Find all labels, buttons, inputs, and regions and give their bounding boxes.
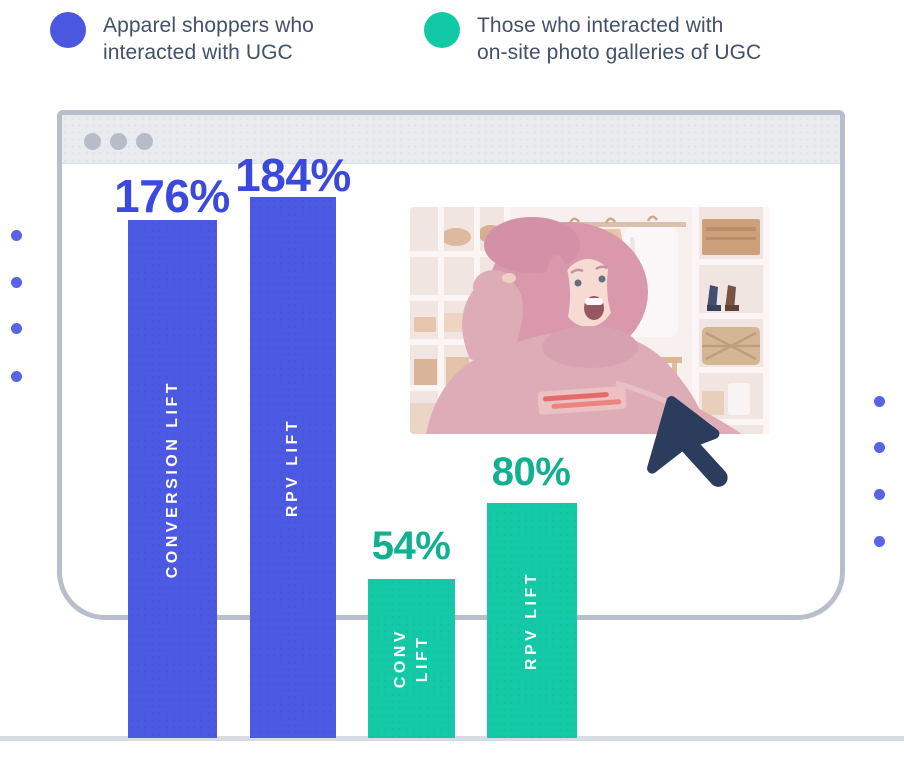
accent-dot-icon xyxy=(11,323,22,334)
accent-dot-icon xyxy=(874,536,885,547)
bar-conv-lift-teal: CONV LIFT xyxy=(368,579,455,738)
closet-shelves-right xyxy=(692,207,770,434)
legend-item-photo-galleries: Those who interacted with on-site photo … xyxy=(424,12,761,66)
value-label-rpv-lift-teal: 80% xyxy=(491,450,571,494)
legend-dot-blue-icon xyxy=(50,12,86,48)
selfie-person xyxy=(410,207,770,434)
bar-label: CONV LIFT xyxy=(391,628,431,689)
value-label-conversion-lift: 176% xyxy=(114,170,230,222)
bar-label: CONVERSION LIFT xyxy=(163,379,181,579)
accent-dot-icon xyxy=(874,396,885,407)
bar-conversion-lift-blue: CONVERSION LIFT xyxy=(128,220,217,738)
accent-dot-icon xyxy=(11,230,22,241)
bar-rpv-lift-teal: RPV LIFT xyxy=(487,503,577,738)
value-label-rpv-lift-blue: 184% xyxy=(235,149,351,201)
cursor-icon xyxy=(647,396,728,487)
closet-selfie-illustration xyxy=(410,207,770,434)
legend-label: Apparel shoppers who interacted with UGC xyxy=(103,14,314,64)
browser-titlebar xyxy=(62,115,840,164)
legend-label: Those who interacted with on-site photo … xyxy=(477,14,762,64)
accent-dot-icon xyxy=(874,489,885,500)
bar-label: RPV LIFT xyxy=(284,417,301,518)
window-dot-icon xyxy=(110,133,127,150)
bar-rpv-lift-blue: RPV LIFT xyxy=(250,197,336,738)
ugc-selfie-photo xyxy=(410,207,770,434)
value-label-conv-lift: 54% xyxy=(371,524,451,568)
legend-dot-teal-icon xyxy=(424,12,460,48)
legend-item-ugc-shoppers: Apparel shoppers who interacted with UGC xyxy=(50,12,314,66)
accent-dot-icon xyxy=(874,442,885,453)
bar-label: RPV LIFT xyxy=(523,570,540,671)
accent-dot-icon xyxy=(11,371,22,382)
window-dot-icon xyxy=(84,133,101,150)
accent-dot-icon xyxy=(11,277,22,288)
window-dot-icon xyxy=(136,133,153,150)
chart-baseline xyxy=(0,736,904,741)
